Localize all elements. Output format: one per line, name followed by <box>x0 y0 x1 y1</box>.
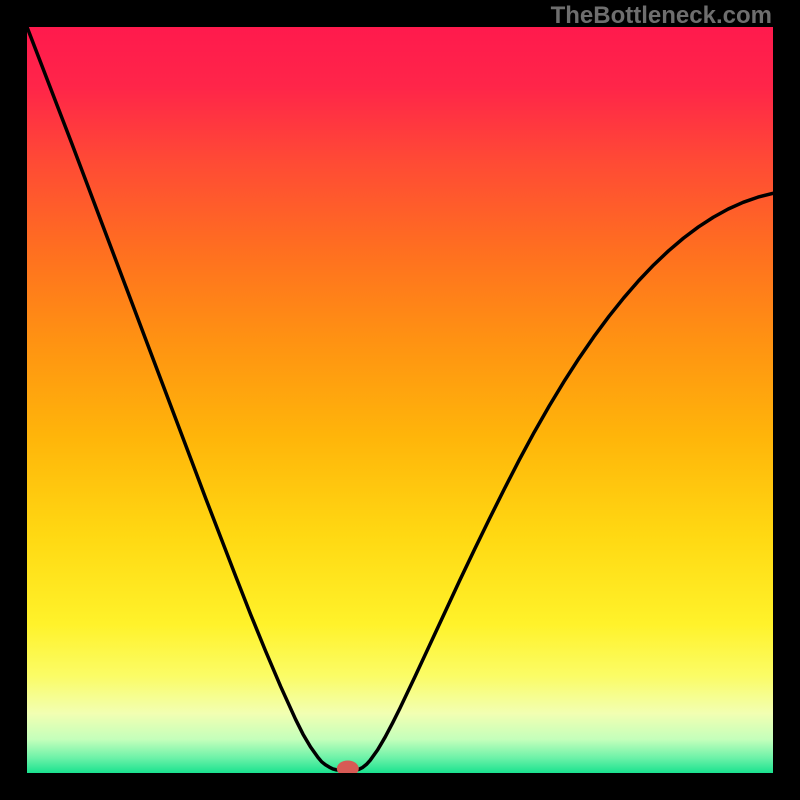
watermark-label: TheBottleneck.com <box>551 2 772 30</box>
chart-root: TheBottleneck.com <box>0 0 800 800</box>
gradient-background <box>27 27 773 773</box>
bottleneck-curve-plot <box>27 27 773 773</box>
